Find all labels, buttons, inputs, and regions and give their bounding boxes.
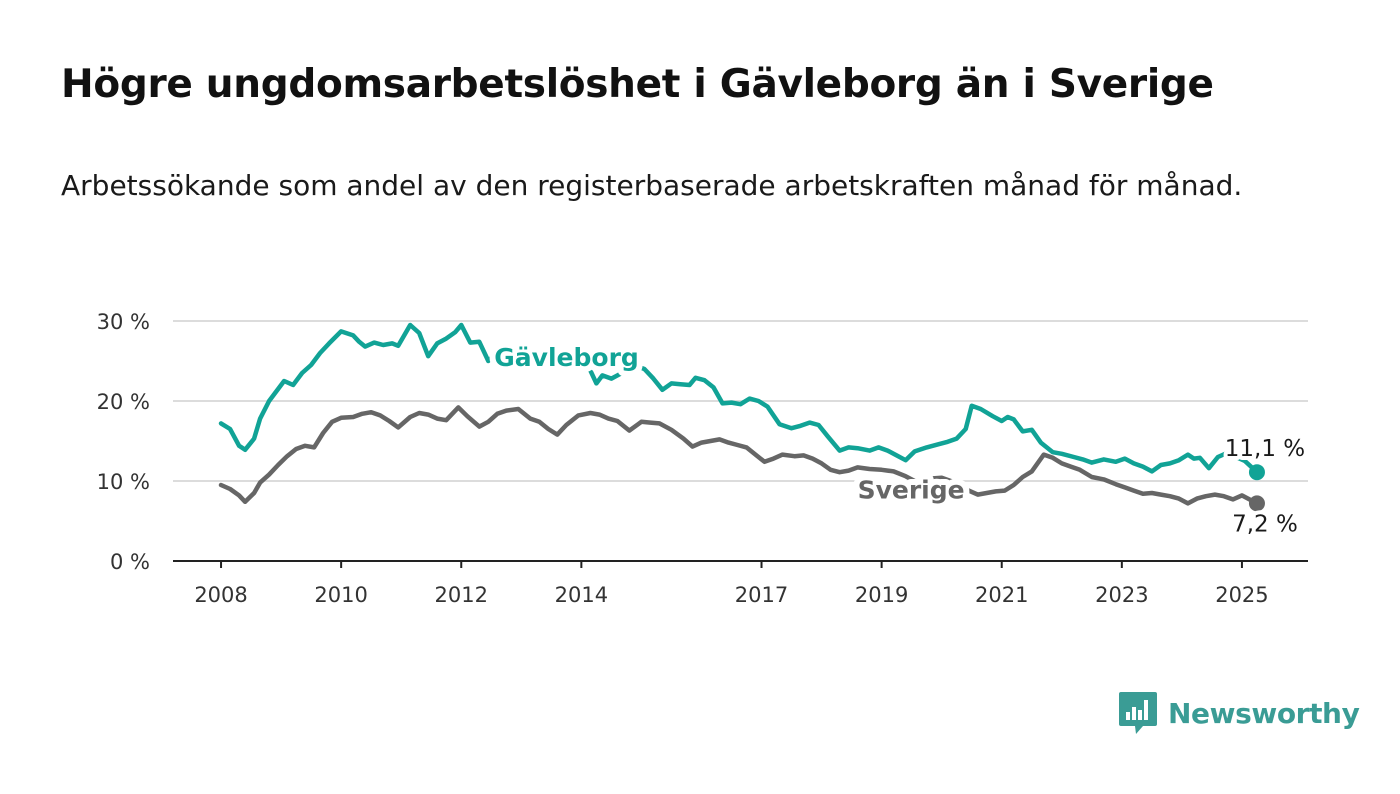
series-label-halo: Gävleborg bbox=[494, 343, 639, 372]
x-tick-label: 2021 bbox=[975, 583, 1028, 607]
series-group bbox=[218, 322, 1265, 512]
end-value-label: 11,1 % bbox=[1225, 436, 1305, 462]
x-tick-label: 2008 bbox=[194, 583, 247, 607]
y-tick-label: 30 % bbox=[97, 310, 150, 334]
x-tick-label: 2025 bbox=[1215, 583, 1268, 607]
chart-subtitle: Arbetssökande som andel av den registerb… bbox=[61, 169, 1243, 202]
series-label: Sverige bbox=[858, 476, 965, 505]
y-tick-label: 10 % bbox=[97, 470, 150, 494]
series-end-point bbox=[1248, 464, 1265, 481]
x-tick-label: 2014 bbox=[555, 583, 608, 607]
x-tick-label: 2023 bbox=[1095, 583, 1148, 607]
y-tick-label: 0 % bbox=[110, 550, 150, 574]
end-value-halo: 7,2 % bbox=[1232, 511, 1298, 537]
series-end-point bbox=[1248, 495, 1265, 512]
y-axis: 0 % 10 % 20 % 30 % bbox=[97, 310, 150, 574]
x-tick-label: 2019 bbox=[855, 583, 908, 607]
brand-logo: Newsworthy bbox=[1118, 690, 1360, 736]
x-tick-label: 2012 bbox=[435, 583, 488, 607]
series-line-sverige bbox=[218, 405, 1260, 506]
series-label-halo: Sverige bbox=[858, 476, 965, 505]
x-tick-label: 2017 bbox=[735, 583, 788, 607]
grid-lines bbox=[173, 320, 1308, 482]
series-label: Gävleborg bbox=[494, 343, 639, 372]
bar-chart-speech-bubble-icon bbox=[1119, 692, 1157, 734]
end-value-label: 7,2 % bbox=[1232, 511, 1298, 537]
x-axis: 2008 2010 2012 2014 2017 2019 2021 2023 2025 bbox=[173, 560, 1308, 607]
chart-title: Högre ungdomsarbetslöshet i Gävleborg än… bbox=[61, 62, 1214, 107]
x-tick-label: 2010 bbox=[314, 583, 367, 607]
y-tick-label: 20 % bbox=[97, 390, 150, 414]
end-value-halo: 11,1 % bbox=[1225, 436, 1305, 462]
series-line-gvleborg bbox=[218, 322, 1260, 475]
brand-name: Newsworthy bbox=[1168, 696, 1360, 730]
